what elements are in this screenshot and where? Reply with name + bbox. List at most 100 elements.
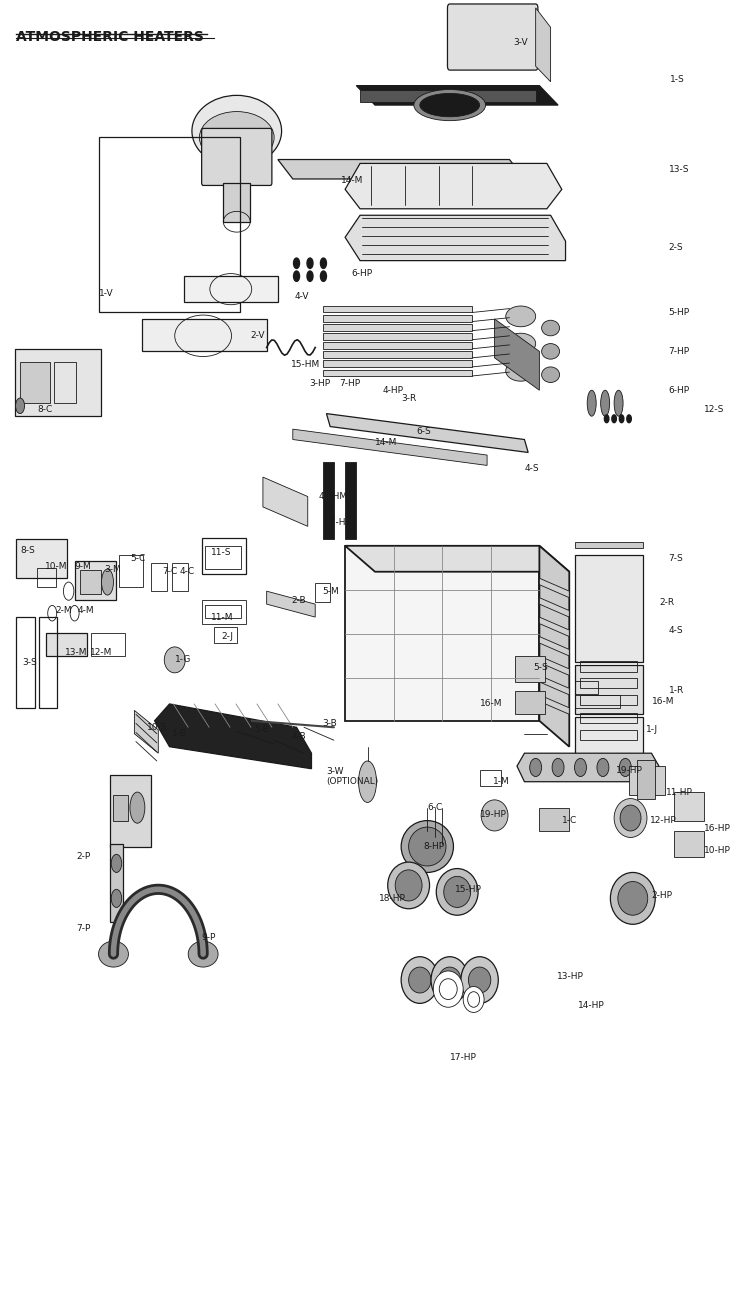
Ellipse shape (506, 360, 536, 381)
Text: 19-HP: 19-HP (479, 809, 506, 818)
Text: 2-R: 2-R (659, 599, 674, 608)
Text: 4-SHM: 4-SHM (319, 492, 348, 501)
Ellipse shape (188, 942, 218, 966)
Text: 2-J: 2-J (222, 633, 234, 640)
Polygon shape (345, 546, 539, 721)
Text: 1-B: 1-B (172, 729, 187, 738)
Ellipse shape (409, 966, 431, 992)
Text: 1-G: 1-G (175, 656, 191, 664)
Ellipse shape (461, 956, 498, 1003)
Bar (580, 730, 637, 740)
Circle shape (620, 414, 624, 422)
Ellipse shape (597, 759, 609, 777)
Bar (54, 361, 76, 403)
Polygon shape (263, 477, 308, 526)
Polygon shape (539, 637, 569, 656)
Bar (206, 605, 242, 618)
Polygon shape (517, 753, 659, 782)
Ellipse shape (614, 390, 623, 416)
Text: 10-HP: 10-HP (704, 846, 730, 855)
Polygon shape (539, 578, 569, 598)
Ellipse shape (431, 956, 469, 1003)
Text: 3-S: 3-S (22, 659, 37, 666)
Circle shape (293, 259, 299, 269)
Bar (15, 348, 100, 416)
Bar (322, 369, 472, 375)
Polygon shape (575, 555, 643, 662)
Text: 3-V: 3-V (513, 39, 528, 47)
Text: 10-M: 10-M (45, 562, 68, 572)
Bar (322, 316, 472, 322)
Bar (322, 360, 472, 366)
Text: 16-M: 16-M (479, 699, 502, 708)
Text: 5-M: 5-M (322, 587, 340, 596)
Text: 7-C: 7-C (162, 568, 177, 577)
Text: 18-HP: 18-HP (379, 894, 406, 903)
Bar (674, 792, 704, 821)
Polygon shape (345, 546, 569, 572)
Bar (322, 461, 334, 539)
Polygon shape (539, 656, 569, 675)
Polygon shape (134, 711, 158, 753)
Bar (580, 695, 637, 705)
Bar (322, 334, 472, 340)
Circle shape (307, 271, 313, 282)
Text: 4-M: 4-M (77, 607, 94, 616)
Text: 13-HP: 13-HP (556, 972, 584, 981)
Ellipse shape (601, 390, 610, 416)
Polygon shape (154, 704, 311, 769)
Ellipse shape (98, 942, 128, 966)
Bar (515, 656, 545, 682)
Text: 5-S: 5-S (533, 664, 548, 672)
Polygon shape (267, 591, 315, 617)
Ellipse shape (192, 95, 281, 166)
Text: 13-M: 13-M (65, 648, 88, 656)
Bar (515, 691, 545, 714)
Text: 1-S: 1-S (670, 74, 685, 83)
Ellipse shape (111, 855, 122, 873)
Text: 6-S: 6-S (416, 427, 430, 436)
Text: ATMOSPHERIC HEATERS: ATMOSPHERIC HEATERS (16, 30, 204, 44)
Bar (214, 627, 237, 643)
Text: 9-P: 9-P (202, 933, 216, 942)
Ellipse shape (409, 827, 446, 866)
Bar (479, 770, 500, 786)
Text: 4-S: 4-S (669, 626, 683, 634)
Text: 5-HP: 5-HP (669, 308, 690, 317)
Text: 1-M: 1-M (493, 777, 510, 786)
Text: 14-M: 14-M (341, 175, 364, 184)
Text: 7-P: 7-P (76, 924, 91, 933)
Text: 6-HP: 6-HP (351, 269, 372, 278)
Text: 8-HP: 8-HP (424, 842, 445, 851)
Polygon shape (345, 164, 562, 209)
Ellipse shape (200, 112, 274, 164)
Text: 6-HP: 6-HP (669, 386, 690, 395)
Bar (580, 661, 637, 672)
Polygon shape (326, 413, 528, 452)
Ellipse shape (614, 799, 647, 838)
Polygon shape (536, 8, 550, 82)
Ellipse shape (530, 759, 542, 777)
Text: 8-C: 8-C (38, 405, 52, 414)
Polygon shape (142, 320, 267, 351)
Text: 7-S: 7-S (669, 555, 683, 564)
Ellipse shape (388, 863, 430, 909)
Bar (539, 808, 569, 831)
Bar (16, 617, 35, 708)
Bar (39, 617, 58, 708)
Bar (345, 461, 356, 539)
Bar (110, 776, 151, 847)
Bar (46, 633, 87, 656)
Text: 9-M: 9-M (74, 562, 92, 572)
Bar (322, 343, 472, 348)
Ellipse shape (16, 397, 25, 413)
Text: 4-HP: 4-HP (382, 386, 404, 395)
Bar (113, 795, 128, 821)
Circle shape (627, 414, 632, 422)
Text: 17-HP: 17-HP (450, 1053, 476, 1063)
Bar (322, 307, 472, 313)
Ellipse shape (439, 966, 461, 992)
Text: 16-HP: 16-HP (704, 824, 730, 833)
Ellipse shape (542, 321, 560, 336)
Bar (91, 633, 124, 656)
